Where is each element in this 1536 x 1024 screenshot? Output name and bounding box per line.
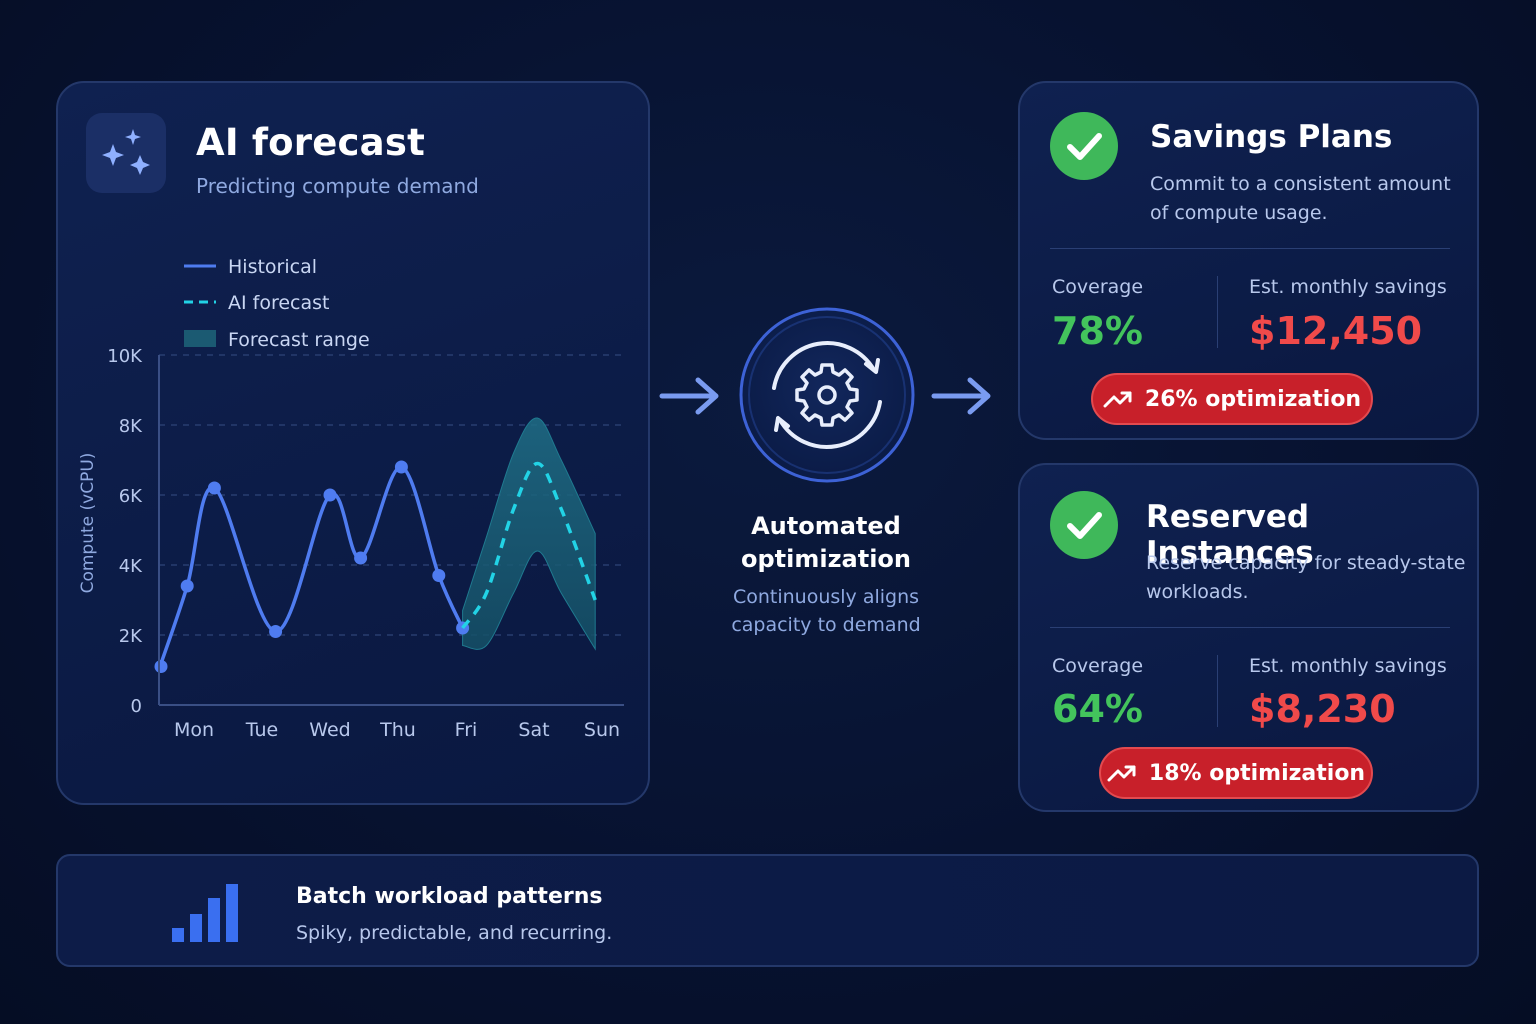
divider: [1217, 655, 1218, 727]
sparkles-icon: [102, 129, 150, 175]
x-tick-label: Fri: [455, 719, 478, 741]
check-circle-icon: [1050, 491, 1118, 559]
coverage-value: 78%: [1052, 309, 1143, 353]
chart-legend: Historical AI forecast Forecast range: [184, 256, 370, 351]
savings-label: Est. monthly savings: [1249, 655, 1447, 677]
legend-range-label: Forecast range: [228, 329, 370, 351]
chart-grid: [159, 354, 624, 636]
forecast-subtitle: Predicting compute demand: [196, 174, 479, 198]
historical-point: [432, 569, 446, 582]
optimization-subtitle: Continuously aligns capacity to demand: [731, 586, 921, 636]
historical-point: [180, 579, 194, 593]
x-tick-label: Sun: [584, 719, 620, 741]
y-tick-label: 4K: [119, 556, 143, 577]
reserved-instances-card: Reserved Instances Reserve capacity for …: [1018, 463, 1479, 812]
y-axis-title: Compute (vCPU): [78, 453, 98, 594]
plan-title: Savings Plans: [1150, 119, 1393, 155]
x-tick-labels: Mon Tue Wed Thu Fri Sat Sun: [174, 719, 620, 741]
chart-axes: [158, 355, 624, 706]
savings-label: Est. monthly savings: [1249, 276, 1447, 298]
plan-description: Commit to a consistent amount of compute…: [1150, 173, 1451, 224]
historical-line: [159, 465, 465, 668]
forecast-line: [461, 461, 597, 630]
divider: [1217, 276, 1218, 348]
forecast-range-area: [462, 417, 596, 651]
optimization-title: Automated optimization: [740, 512, 912, 573]
gear-sync-icon: [739, 307, 915, 483]
x-tick-label: Tue: [245, 719, 278, 741]
historical-point: [207, 481, 221, 495]
savings-value: $12,450: [1249, 309, 1423, 353]
forecast-range-band: [462, 417, 596, 651]
historical-point: [269, 625, 283, 638]
arrow-right-icon: [931, 377, 991, 415]
trend-up-icon: [1107, 765, 1136, 782]
batch-workload-card: Batch workload patterns Spiky, predictab…: [56, 854, 1479, 967]
badge-text: 26% optimization: [1144, 386, 1362, 412]
savings-value: $8,230: [1249, 687, 1396, 731]
ai-forecast-card: AI forecast Predicting compute demand Hi…: [56, 81, 650, 805]
forecast-chart: Historical AI forecast Forecast range Co…: [78, 256, 624, 741]
forecast-title: AI forecast: [196, 121, 425, 164]
plan-title: Reserved Instances: [1146, 499, 1314, 571]
x-tick-label: Wed: [309, 719, 350, 741]
batch-title: Batch workload patterns: [296, 884, 603, 909]
historical-series: [154, 460, 470, 673]
y-tick-label: 8K: [119, 416, 143, 437]
divider: [1050, 627, 1450, 628]
x-tick-label: Mon: [174, 719, 214, 741]
forecast-series: [461, 461, 597, 630]
historical-point: [323, 488, 337, 502]
savings-plans-card: Savings Plans Commit to a consistent amo…: [1018, 81, 1479, 440]
legend-forecast-label: AI forecast: [228, 292, 329, 314]
y-tick-label: 2K: [119, 626, 143, 647]
arrow-right-icon: [659, 377, 719, 415]
legend-range-swatch: [184, 330, 216, 347]
coverage-label: Coverage: [1052, 655, 1144, 677]
check-circle-icon: [1050, 112, 1118, 180]
coverage-label: Coverage: [1052, 276, 1144, 298]
optimization-badge: 26% optimization: [1091, 373, 1373, 425]
plan-description: Reserve capacity for steady-state worklo…: [1146, 552, 1466, 603]
divider: [1050, 248, 1450, 249]
trend-up-icon: [1103, 391, 1132, 408]
x-tick-label: Sat: [518, 719, 549, 741]
historical-point: [394, 460, 408, 474]
historical-point: [354, 551, 368, 565]
y-tick-labels: 0 2K 4K 6K 8K 10K: [107, 346, 143, 717]
optimization-badge: 18% optimization: [1099, 747, 1373, 799]
x-tick-label: Thu: [379, 719, 416, 741]
batch-subtitle: Spiky, predictable, and recurring.: [296, 922, 613, 944]
sparkles-icon-box: [86, 113, 166, 193]
y-tick-label: 10K: [107, 346, 143, 367]
historical-point: [154, 660, 168, 673]
y-tick-label: 6K: [119, 486, 143, 507]
bar-chart-icon: [172, 884, 238, 942]
badge-text: 18% optimization: [1148, 760, 1366, 786]
legend-historical-label: Historical: [228, 256, 317, 278]
coverage-value: 64%: [1052, 687, 1143, 731]
y-tick-label: 0: [131, 696, 142, 717]
